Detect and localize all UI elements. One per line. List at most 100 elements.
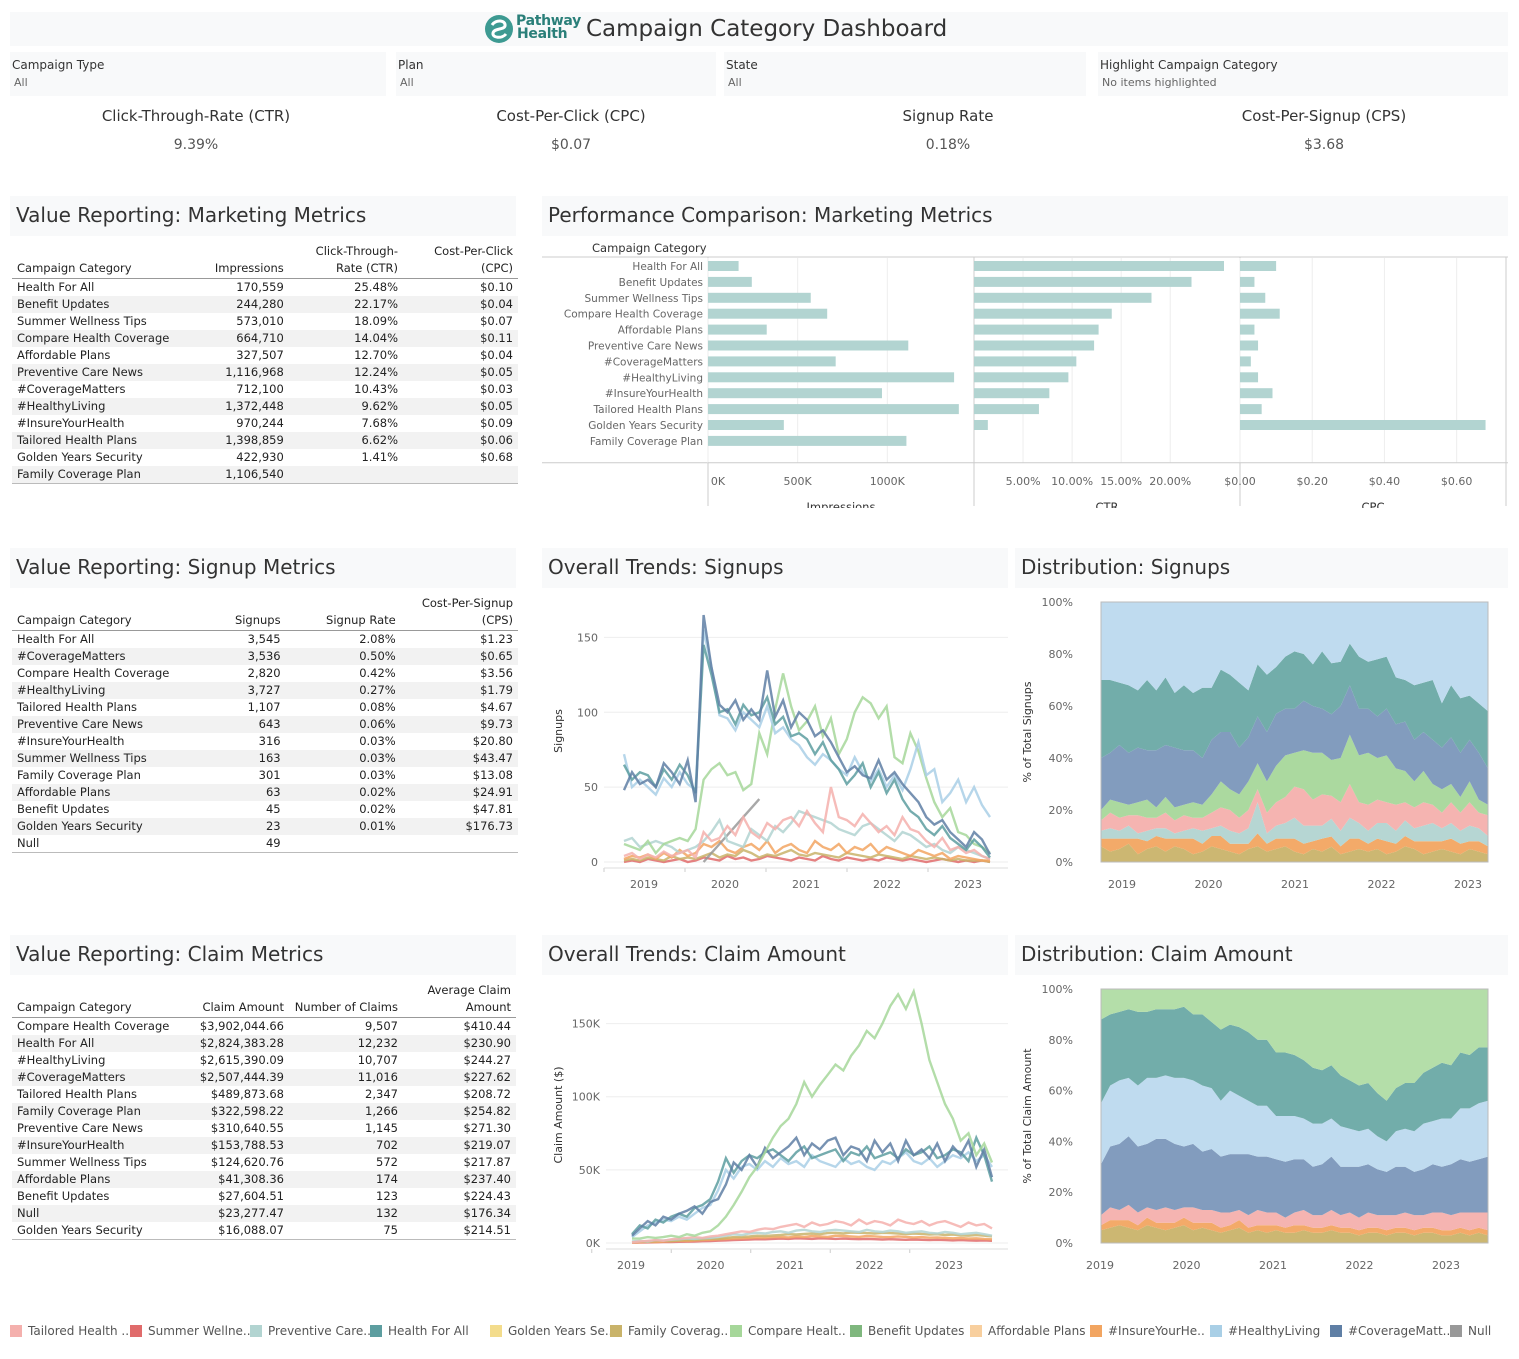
table-row[interactable]: Summer Wellness Tips 573,010 18.09% $0.07 [12, 313, 518, 330]
table-row[interactable]: #InsureYourHealth 970,244 7.68% $0.09 [12, 415, 518, 432]
bar [1240, 324, 1255, 335]
column-header[interactable]: Signup Rate [285, 594, 401, 631]
legend-item[interactable]: Preventive Care.. [250, 1324, 371, 1342]
column-header[interactable]: Average Claim Amount [402, 981, 516, 1018]
table-row[interactable]: Compare Health Coverage 2,820 0.42% $3.56 [12, 665, 518, 682]
table-row[interactable]: Family Coverage Plan 301 0.03% $13.08 [12, 767, 518, 784]
table-row[interactable]: #CoverageMatters 712,100 10.43% $0.03 [12, 381, 518, 398]
legend-item[interactable]: Benefit Updates [850, 1324, 964, 1342]
bar [1240, 356, 1251, 367]
legend-item[interactable]: Family Coverag.. [610, 1324, 728, 1342]
table-row[interactable]: Affordable Plans 327,507 12.70% $0.04 [12, 347, 518, 364]
table-row[interactable]: Summer Wellness Tips 163 0.03% $43.47 [12, 750, 518, 767]
legend-item[interactable]: #HealthyLiving [1210, 1324, 1320, 1342]
table-row[interactable]: Family Coverage Plan $322,598.22 1,266 $254… [12, 1103, 516, 1120]
table-row[interactable]: Null $23,277.47 132 $176.34 [12, 1205, 516, 1222]
table-row[interactable]: #InsureYourHealth 316 0.03% $20.80 [12, 733, 518, 750]
x-tick-label: 2022 [1368, 878, 1396, 891]
bar [974, 388, 1050, 399]
table-cell: 1,116,968 [174, 364, 289, 381]
table-row[interactable]: Golden Years Security $16,088.07 75 $214.51 [12, 1222, 516, 1240]
column-header[interactable]: Cost-Per-Signup (CPS) [400, 594, 518, 631]
row-label: #InsureYourHealth [17, 734, 125, 748]
table-cell: $27,604.51 [218, 1189, 284, 1203]
column-header[interactable]: Number of Claims [288, 981, 403, 1018]
table-cell: $0.10 [480, 280, 513, 294]
table-row[interactable]: Golden Years Security 23 0.01% $176.73 [12, 818, 518, 835]
table-row[interactable]: Affordable Plans 63 0.02% $24.91 [12, 784, 518, 801]
table-row[interactable]: Preventive Care News 643 0.06% $9.73 [12, 716, 518, 733]
table-row[interactable]: Benefit Updates 244,280 22.17% $0.04 [12, 296, 518, 313]
table-row[interactable]: Preventive Care News 1,116,968 12.24% $0.05 [12, 364, 518, 381]
table-row[interactable]: Tailored Health Plans $489,873.68 2,347 $20… [12, 1086, 516, 1103]
legend-label: Benefit Updates [868, 1324, 965, 1338]
column-header[interactable]: Campaign Category [12, 242, 175, 279]
area-layer [1101, 1225, 1488, 1243]
table-row[interactable]: Compare Health Coverage 664,710 14.04% $0.1… [12, 330, 518, 347]
category-label: Golden Years Security [588, 420, 703, 432]
column-header[interactable]: Click-Through-Rate (CTR) [288, 242, 404, 279]
series-line [631, 1228, 993, 1243]
legend-item[interactable]: Golden Years Se.. [490, 1324, 613, 1342]
table-row[interactable]: Health For All 170,559 25.48% $0.10 [12, 279, 518, 297]
filter-plan[interactable]: Plan All [396, 52, 716, 96]
table-row[interactable]: Tailored Health Plans 1,107 0.08% $4.67 [12, 699, 518, 716]
y-tick-label: 100 [577, 706, 598, 719]
column-header[interactable]: Campaign Category [12, 594, 175, 631]
filter-value[interactable]: All [728, 76, 742, 89]
filter-value[interactable]: All [14, 76, 28, 89]
tick-label: 10.00% [1051, 475, 1093, 488]
table-row[interactable]: Family Coverage Plan 1,106,540 [12, 466, 518, 484]
y-tick-label: 60% [1049, 1085, 1073, 1098]
series-line [622, 644, 991, 859]
legend-item[interactable]: Summer Wellne.. [130, 1324, 251, 1342]
table-row[interactable]: #HealthyLiving 3,727 0.27% $1.79 [12, 682, 518, 699]
legend-item[interactable]: Tailored Health .. [10, 1324, 129, 1342]
row-label: Summer Wellness Tips [17, 1155, 147, 1169]
y-tick-label: 80% [1049, 648, 1073, 661]
table-row[interactable]: Null 49 [12, 835, 518, 853]
bar [708, 261, 739, 271]
table-cell: 1,266 [288, 1103, 403, 1120]
claim-trend-title: Overall Trends: Claim Amount [548, 942, 846, 966]
legend-item[interactable]: #InsureYourHe.. [1090, 1324, 1205, 1342]
legend-item[interactable]: #CoverageMatt.. [1330, 1324, 1450, 1342]
table-row[interactable]: Health For All 3,545 2.08% $1.23 [12, 631, 518, 649]
table-row[interactable]: Golden Years Security 422,930 1.41% $0.68 [12, 449, 518, 466]
filter-value[interactable]: All [400, 76, 414, 89]
table-row[interactable]: Preventive Care News $310,640.55 1,145 $271… [12, 1120, 516, 1137]
table-row[interactable]: Health For All $2,824,383.28 12,232 $230.90 [12, 1035, 516, 1052]
table-row[interactable]: #CoverageMatters $2,507,444.39 11,016 $227.… [12, 1069, 516, 1086]
legend-item[interactable]: Compare Healt.. [730, 1324, 846, 1342]
table-row[interactable]: Benefit Updates $27,604.51 123 $224.43 [12, 1188, 516, 1205]
legend-item[interactable]: Null [1450, 1324, 1491, 1342]
column-header[interactable]: Signups [174, 594, 286, 631]
bar [974, 356, 1077, 367]
series-line [623, 848, 991, 864]
table-row[interactable]: Benefit Updates 45 0.02% $47.81 [12, 801, 518, 818]
table-cell: 7.68% [361, 416, 399, 430]
table-row[interactable]: #CoverageMatters 3,536 0.50% $0.65 [12, 648, 518, 665]
filter-highlight-category[interactable]: Highlight Campaign Category No items hig… [1098, 52, 1508, 96]
column-header[interactable]: Campaign Category [12, 981, 175, 1018]
table-row[interactable]: Tailored Health Plans 1,398,859 6.62% $0.06 [12, 432, 518, 449]
legend-swatch [250, 1325, 262, 1337]
table-row[interactable]: #InsureYourHealth $153,788.53 702 $219.07 [12, 1137, 516, 1154]
section-header-bg [542, 196, 1508, 236]
signups-distribution-chart: 0% 20% 40% 60% 80% 100% % of Total Signups 2019… [1021, 596, 1489, 891]
table-row[interactable]: #HealthyLiving $2,615,390.09 10,707 $244.27 [12, 1052, 516, 1069]
legend-item[interactable]: Affordable Plans [970, 1324, 1085, 1342]
table-row[interactable]: #HealthyLiving 1,372,448 9.62% $0.05 [12, 398, 518, 415]
tick-label: $0.40 [1369, 475, 1401, 488]
filter-campaign-type[interactable]: Campaign Type All [10, 52, 386, 96]
column-header[interactable]: Claim Amount [174, 981, 289, 1018]
table-row[interactable]: Compare Health Coverage $3,902,044.66 9,50… [12, 1018, 516, 1036]
table-cell: 1,107 [247, 700, 281, 714]
column-header[interactable]: Cost-Per-Click (CPC) [403, 242, 518, 279]
legend-item[interactable]: Health For All [370, 1324, 469, 1342]
filter-value[interactable]: No items highlighted [1102, 76, 1217, 89]
table-row[interactable]: Summer Wellness Tips $124,620.76 572 $217.8… [12, 1154, 516, 1171]
table-row[interactable]: Affordable Plans $41,308.36 174 $237.40 [12, 1171, 516, 1188]
column-header[interactable]: Impressions [174, 242, 289, 279]
filter-state[interactable]: State All [724, 52, 1086, 96]
